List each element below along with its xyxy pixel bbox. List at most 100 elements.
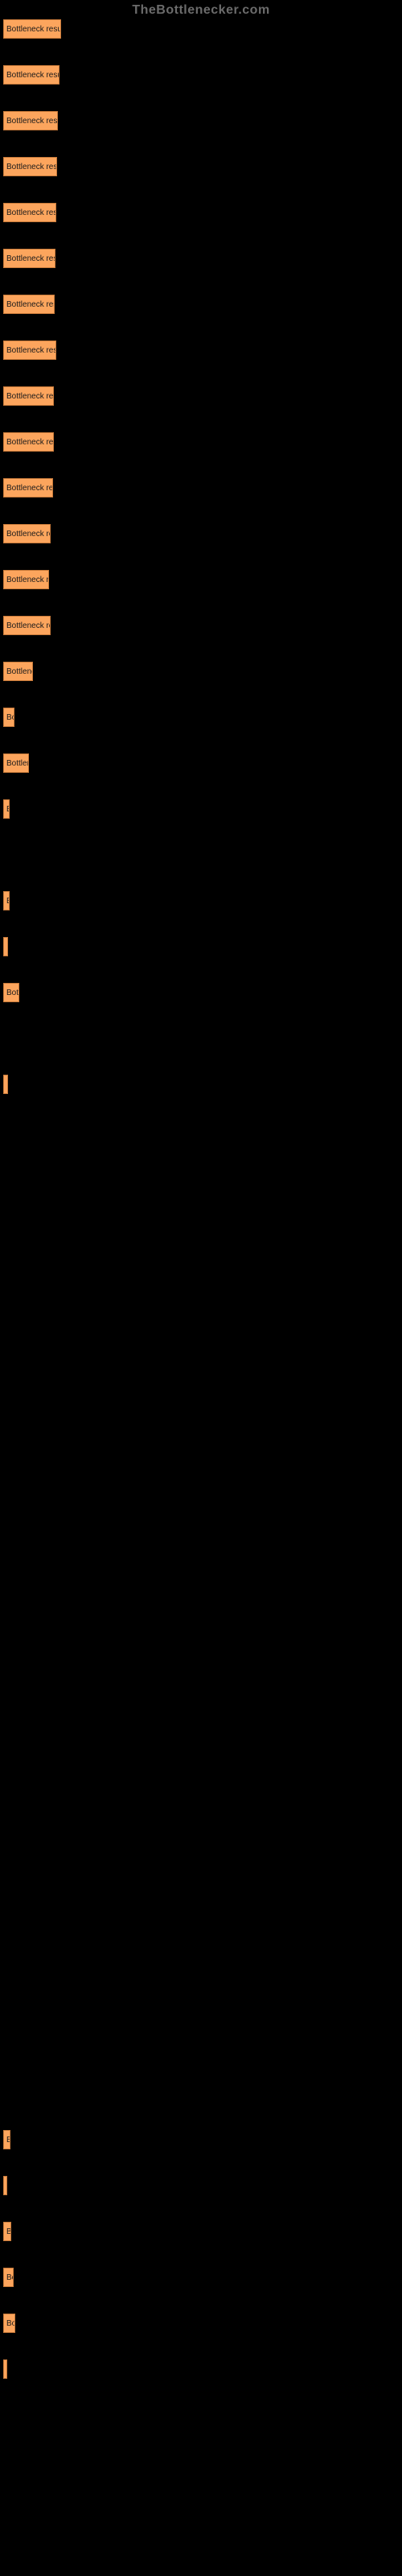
bar-row [3,845,402,868]
bar-row [3,1166,402,1189]
bar-row: Bottleneck res [3,432,402,455]
bar-row [3,2084,402,2107]
bar [3,1075,8,1094]
bar-row [3,2038,402,2061]
bar-chart: Bottleneck resu Bottleneck resul Bottlenec… [0,0,402,2382]
bar: Bottleneck re [3,616,51,635]
bar-row: Bottleneck resu [3,341,402,363]
bar: Bo [3,708,14,727]
bar-row [3,1992,402,2015]
bar-row [3,1212,402,1235]
bar-row [3,1121,402,1143]
bar-row [3,1396,402,1418]
bar-row [3,1350,402,1373]
bar-row: Bottleneck resu [3,111,402,134]
bar-row: B [3,2130,402,2153]
bar: B [3,799,10,819]
bar: B [3,2130,10,2149]
bar-label: Bottleneck resu [6,163,57,171]
bar-label: Bottleneck resul [6,71,59,80]
bar: B [3,2222,11,2241]
bar-row: Bo [3,2314,402,2336]
bar-label: Bottleneck res [6,392,54,401]
bar: Bottleneck res [3,432,54,452]
bar: Bottlene [3,662,33,681]
bar-row: B [3,799,402,822]
bar-row [3,1258,402,1281]
bar-row [3,1075,402,1097]
bar-row: Bottleneck resul [3,65,402,88]
bar: Bottleneck resu [3,203,56,222]
bar-row: B [3,891,402,914]
bar-label: Bottleneck resu [6,208,56,217]
bar-label: Bottleneck resu [6,117,58,126]
bar-row [3,1855,402,1877]
bar-row: Bottlen [3,753,402,776]
bar: Bottleneck resul [3,65,59,85]
bar-label: Bottlene [6,667,33,676]
bar: Bo [3,2314,15,2333]
bar-label: Bottleneck res [6,484,53,493]
bar-row [3,1625,402,1648]
bar: Bottleneck resu [3,341,56,360]
bar-row [3,1488,402,1510]
bar-row [3,1579,402,1602]
bar-row: Bottleneck resu [3,157,402,180]
bar-row [3,1029,402,1051]
bar-row [3,1534,402,1556]
bar-label: Bo [6,713,14,722]
bar-row: Bottleneck res [3,478,402,501]
bar-row: Bottleneck resu [3,203,402,225]
bar-row [3,2359,402,2382]
bar-row: Bo [3,2268,402,2290]
bar: Bottleneck re [3,524,51,543]
bar: Bottleneck resu [3,111,58,130]
bar: Bottlen [3,753,29,773]
bar-row: Bottleneck resu [3,19,402,42]
bar-label: Bottlen [6,759,29,768]
bar-row [3,1717,402,1740]
bar-row [3,1442,402,1464]
bar-label: B [6,2227,11,2236]
bar-row: Bott [3,983,402,1005]
bar-label: Bottleneck resu [6,346,56,355]
bar: Bott [3,983,19,1002]
bar-row [3,1304,402,1327]
bar-row [3,1946,402,1969]
bar-row [3,1809,402,1831]
bar-row: Bottleneck re [3,570,402,592]
bar-row [3,1671,402,1694]
bar-row: B [3,2222,402,2244]
bar-label: Bottleneck resu [6,25,61,34]
bar-label: Bottleneck res [6,438,54,447]
bar-row: Bottleneck re [3,616,402,638]
bar-row: Bottleneck res [3,386,402,409]
bar-label: Bottleneck re [6,530,51,539]
bar: B [3,891,10,910]
bar-label: Bottleneck resu [6,300,55,309]
bar: Bottleneck resu [3,157,57,176]
bar-row: Bottleneck resu [3,295,402,317]
bar: Bottleneck resu [3,19,61,39]
bar [3,937,8,956]
bar [3,2176,7,2195]
bar-label: B [6,897,10,906]
bar-row: Bo [3,708,402,730]
bar-row: Bottleneck re [3,524,402,547]
bar-label: Bo [6,2319,15,2328]
bar-row: Bottlene [3,662,402,684]
bar-label: Bottleneck re [6,621,51,630]
bar-label: Bo [6,2273,14,2282]
bar [3,2359,7,2379]
bar: Bottleneck re [3,570,49,589]
bar-row [3,937,402,960]
bar: Bottleneck res [3,386,54,406]
bar-row [3,1763,402,1785]
bar-row [3,1901,402,1923]
bar-row: Bottleneck resu [3,249,402,271]
bar-label: Bottleneck re [6,576,49,584]
bar-label: B [6,2136,10,2145]
bar: Bottleneck res [3,478,53,497]
bar: Bo [3,2268,14,2287]
bar: Bottleneck resu [3,295,55,314]
